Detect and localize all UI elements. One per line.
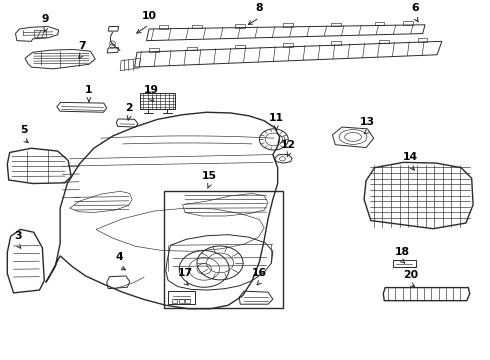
Bar	[149, 48, 159, 51]
Text: 16: 16	[252, 268, 267, 278]
Bar	[331, 41, 341, 45]
Bar	[192, 25, 202, 28]
Text: 14: 14	[403, 152, 418, 162]
Bar	[34, 30, 46, 37]
Bar	[159, 25, 168, 29]
Bar	[235, 24, 245, 28]
Text: 11: 11	[269, 113, 284, 123]
Text: 5: 5	[21, 125, 28, 135]
Bar	[375, 22, 384, 26]
Bar	[185, 299, 190, 303]
Text: 20: 20	[403, 270, 418, 280]
Text: 9: 9	[42, 14, 49, 24]
Text: 18: 18	[395, 247, 410, 257]
Text: 2: 2	[125, 103, 133, 113]
Bar	[187, 47, 197, 50]
Bar	[172, 299, 177, 303]
Text: 4: 4	[115, 252, 123, 262]
Bar	[403, 22, 413, 25]
Bar	[140, 93, 175, 109]
Text: 19: 19	[144, 85, 159, 95]
Bar	[235, 45, 245, 49]
Text: 10: 10	[142, 10, 156, 21]
Bar	[331, 23, 341, 26]
Text: 12: 12	[281, 140, 296, 150]
Bar	[164, 191, 283, 308]
Text: 13: 13	[360, 117, 375, 127]
Bar	[168, 291, 195, 304]
Bar	[418, 39, 427, 42]
Text: 6: 6	[412, 4, 419, 13]
Text: 8: 8	[256, 4, 263, 13]
Bar	[393, 260, 416, 267]
Bar	[379, 40, 389, 43]
Bar	[283, 23, 293, 27]
Bar	[179, 299, 184, 303]
Text: 7: 7	[78, 41, 86, 50]
Text: 1: 1	[85, 85, 93, 95]
Text: 15: 15	[201, 171, 217, 181]
Text: 17: 17	[177, 268, 193, 278]
Bar	[283, 43, 293, 47]
Text: 3: 3	[15, 231, 22, 241]
